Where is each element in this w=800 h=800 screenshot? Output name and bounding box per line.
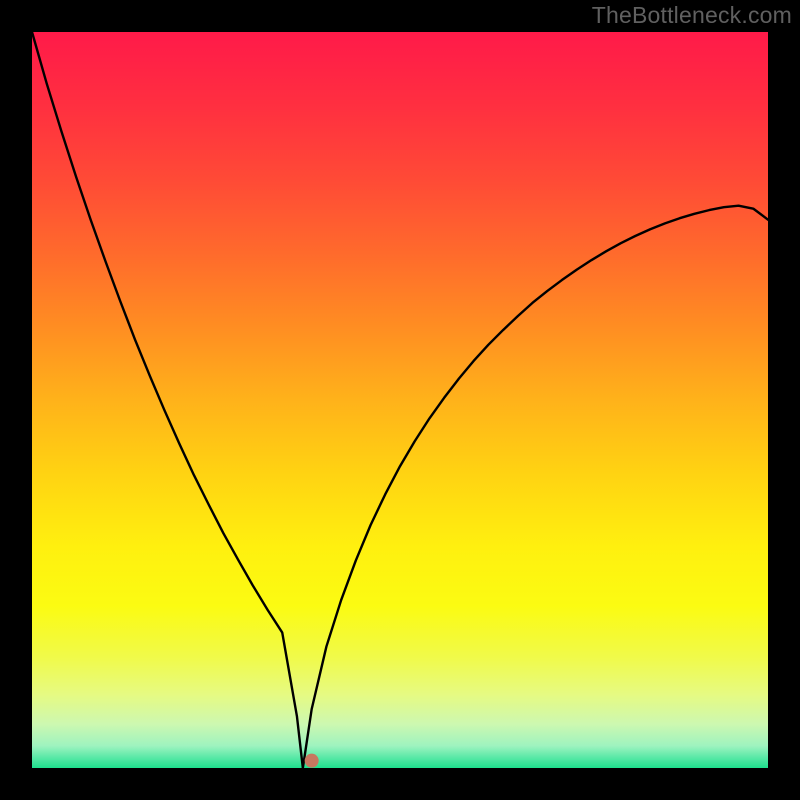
chart-container: TheBottleneck.com [0,0,800,800]
watermark-text: TheBottleneck.com [592,2,792,29]
bottleneck-chart [0,0,800,800]
optimum-marker [305,754,319,768]
plot-background [32,32,768,768]
